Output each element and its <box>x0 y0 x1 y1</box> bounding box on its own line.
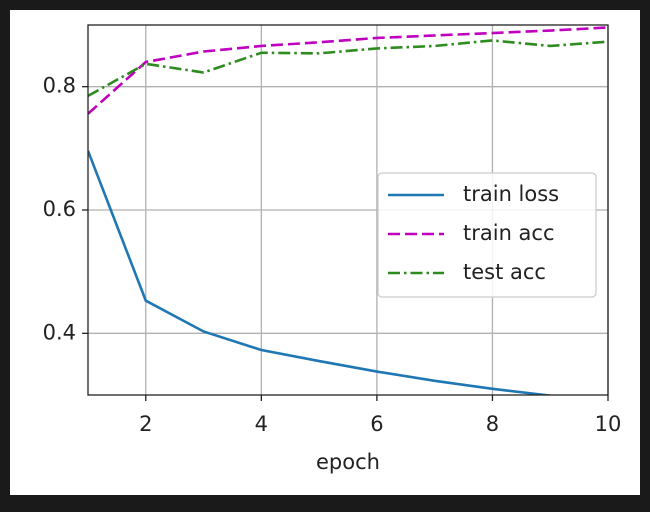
x-tick-label: 2 <box>139 412 152 436</box>
x-tick-label: 10 <box>595 412 622 436</box>
line <box>88 150 557 395</box>
y-tick-label: 0.6 <box>43 197 76 221</box>
x-tick-label: 4 <box>255 412 268 436</box>
line <box>88 39 608 98</box>
y-tick-label: 0.4 <box>43 320 76 344</box>
legend-label: test acc <box>463 260 546 284</box>
y-tick-label: 0.8 <box>43 74 76 98</box>
x-tick-label: 6 <box>370 412 383 436</box>
line <box>88 26 608 115</box>
legend-label: train acc <box>463 221 555 245</box>
plot-frame <box>87 24 609 396</box>
legend-label: train loss <box>463 182 559 206</box>
plot-lines <box>88 26 608 395</box>
x-axis-label: epoch <box>316 450 380 474</box>
x-tick-label: 8 <box>486 412 499 436</box>
legend-box <box>377 172 597 298</box>
